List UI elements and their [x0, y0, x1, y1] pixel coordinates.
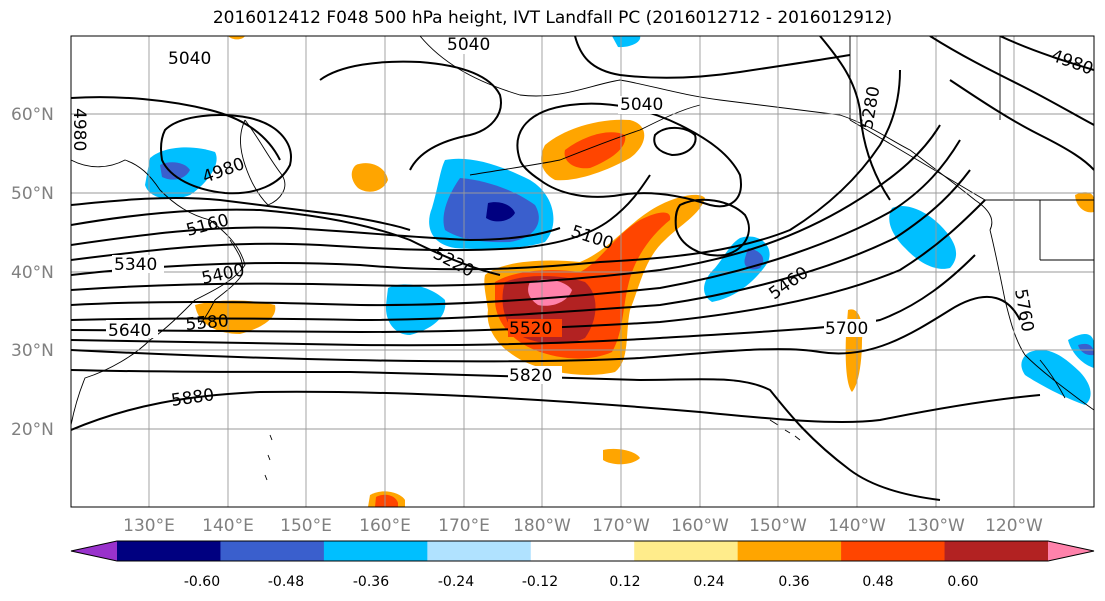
colorbar-label-048: 0.48 [862, 574, 893, 590]
colorbar-extend-low [71, 541, 117, 561]
blue-region-aleutian [612, 36, 641, 48]
colorbar-bin [323, 541, 428, 561]
colorbar-bin [634, 541, 739, 561]
colorbar-label-024: 0.24 [693, 574, 724, 590]
contour-5280 [71, 226, 561, 246]
colorbar-label-neg036: -0.36 [353, 574, 389, 590]
blue-region-westcoast [889, 205, 957, 269]
height-contours [71, 36, 1094, 501]
colorbar-label-neg024: -0.24 [438, 574, 474, 590]
contour-5760 [71, 295, 1021, 363]
contour-5040-loop [516, 102, 742, 208]
colorbar-outline [70, 540, 1095, 562]
colorbar-label-036: 0.36 [778, 574, 809, 590]
contour-5700 [71, 254, 976, 347]
contour-label-5700: 5700 [825, 319, 868, 339]
contour-ridge [819, 36, 891, 201]
contour-5460 [71, 124, 941, 291]
lon-label-120w: 120°W [985, 516, 1043, 536]
contour-label-5340: 5340 [114, 255, 157, 275]
lat-label-20n: 20°N [11, 420, 54, 440]
contour-5820 [71, 369, 941, 501]
aleutian-chain [469, 104, 701, 176]
orange-region-japan [195, 300, 276, 334]
contour-5880 [71, 390, 1041, 431]
map-frame [70, 35, 1095, 508]
contour-5400 [71, 69, 901, 276]
colorbar-label-neg012: -0.12 [522, 574, 558, 590]
map-title: 2016012412 F048 500 hPa height, IVT Land… [212, 8, 893, 28]
lat-label-60n: 60°N [11, 105, 54, 125]
colorbar-bin [427, 541, 532, 561]
lon-label-150w: 150°W [749, 516, 807, 536]
lon-label-170e: 170°E [438, 516, 490, 536]
contour-label-5640: 5640 [108, 321, 151, 341]
lon-label-150e: 150°E [280, 516, 332, 536]
colorbar-tick-labels: -0.60 -0.48 -0.36 -0.24 -0.12 0.12 0.24 … [184, 574, 979, 590]
longitude-labels: 130°E 140°E 150°E 160°E 170°E 180°W 170°… [123, 516, 1043, 536]
lon-label-140w: 140°W [828, 516, 886, 536]
colorbar-bin [737, 541, 842, 561]
baja-coast [1039, 359, 1066, 399]
lon-label-130w: 130°W [907, 516, 965, 536]
contour-5040-north [71, 96, 281, 161]
contour-label-5040-top: 5040 [447, 35, 490, 55]
colorbar-label-060: 0.60 [947, 574, 978, 590]
contour-5160 [71, 196, 411, 231]
contour-5640 [71, 199, 986, 334]
lon-label-180w: 180°W [513, 516, 571, 536]
contour-label-4980-west: 4980 [69, 108, 89, 151]
lon-label-130e: 130°E [123, 516, 175, 536]
orange-region-smallA [351, 163, 388, 192]
gridlines [71, 36, 1094, 507]
contour-label-5040-west: 5040 [168, 49, 211, 69]
contour-high-lat [319, 60, 502, 171]
lat-label-40n: 40°N [11, 263, 54, 283]
contour-small-loop [653, 126, 697, 157]
contour-5220 [71, 208, 501, 276]
kamchatka-coast [240, 119, 286, 206]
japan-coast [199, 239, 244, 326]
contour-label-5820: 5820 [509, 366, 552, 386]
contour-5100-loop [674, 198, 750, 257]
colorbar-bin [841, 541, 946, 561]
latitude-labels: 60°N 50°N 40°N 30°N 20°N [11, 105, 54, 440]
contour-label-5520: 5520 [509, 319, 552, 339]
lon-label-160w: 160°W [671, 516, 729, 536]
contour-label-5040-east: 5040 [620, 95, 663, 115]
colorbar-label-neg060: -0.60 [184, 574, 220, 590]
contour-label-5580: 5580 [185, 311, 230, 335]
colorbar-bin [220, 541, 325, 561]
lat-label-50n: 50°N [11, 184, 54, 204]
colorbar [70, 540, 1095, 562]
contour-5580 [71, 169, 971, 322]
contour-arctic [574, 36, 851, 79]
contour-5520 [71, 139, 961, 307]
contour-4980-loop [160, 114, 292, 195]
lat-label-30n: 30°N [11, 341, 54, 361]
contour-east-3 [999, 36, 1094, 71]
lon-label-160e: 160°E [359, 516, 411, 536]
contour-east-1 [929, 36, 1094, 126]
colorbar-label-012: 0.12 [609, 574, 640, 590]
hawaii-islands [769, 419, 801, 441]
contour-east-2 [949, 79, 1094, 171]
colorbar-label-neg048: -0.48 [268, 574, 304, 590]
alaska-coast [419, 36, 993, 231]
blue-region-mexico [1021, 350, 1091, 405]
contour-5340 [71, 174, 651, 261]
colorbar-bin [117, 541, 221, 561]
colorbar-extend-high [1048, 541, 1094, 561]
colorbar-bin [530, 541, 635, 561]
lon-label-140e: 140°E [202, 516, 254, 536]
colorbar-bin [944, 541, 1049, 561]
lon-label-170w: 170°W [592, 516, 650, 536]
